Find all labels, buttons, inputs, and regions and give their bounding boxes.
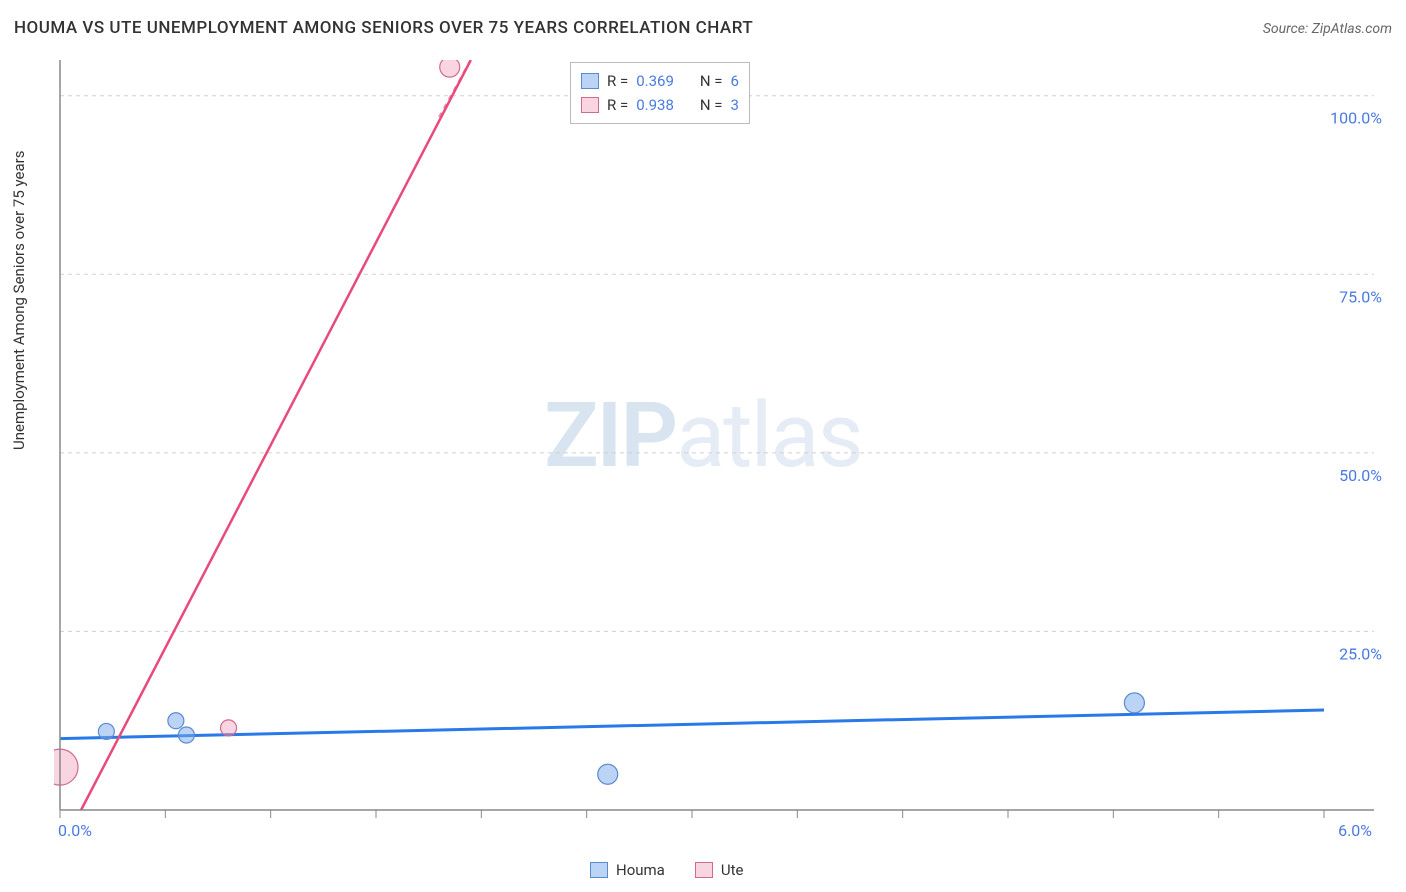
source-name: ZipAtlas.com xyxy=(1312,21,1392,37)
xtick-labels: 0.0% 6.0% xyxy=(58,821,1372,840)
chart-svg: 25.0% 50.0% 75.0% 100.0% 0.0% 6.0% xyxy=(54,60,1384,840)
r-value: 0.938 xyxy=(636,93,674,117)
grid xyxy=(60,96,1374,632)
bubbles xyxy=(54,60,1144,785)
svg-text:6.0%: 6.0% xyxy=(1338,821,1372,840)
n-value: 6 xyxy=(731,69,739,93)
y-axis-label: Unemployment Among Seniors over 75 years xyxy=(10,151,28,450)
r-value: 0.369 xyxy=(636,69,674,93)
source-label: Source: xyxy=(1263,21,1312,37)
header-row: HOUMA VS UTE UNEMPLOYMENT AMONG SENIORS … xyxy=(14,18,1392,38)
axes xyxy=(60,60,1374,818)
svg-text:100.0%: 100.0% xyxy=(1330,109,1382,128)
legend-stats-row-0: R = 0.369 N = 6 xyxy=(581,69,739,93)
svg-text:0.0%: 0.0% xyxy=(58,821,92,840)
series-label: Ute xyxy=(721,858,744,882)
source-credit: Source: ZipAtlas.com xyxy=(1263,21,1392,37)
swatch-pink-icon xyxy=(695,862,713,878)
series-label: Houma xyxy=(616,858,665,882)
ytick-labels: 25.0% 50.0% 75.0% 100.0% xyxy=(1330,109,1382,664)
n-label: N = xyxy=(700,93,723,117)
legend-stats-row-1: R = 0.938 N = 3 xyxy=(581,93,739,117)
n-label: N = xyxy=(700,69,723,93)
swatch-blue-icon xyxy=(590,862,608,878)
chart-plot: 25.0% 50.0% 75.0% 100.0% 0.0% 6.0% xyxy=(54,60,1384,840)
swatch-blue-icon xyxy=(581,73,599,89)
svg-text:25.0%: 25.0% xyxy=(1339,644,1382,663)
legend-stats: R = 0.369 N = 6 R = 0.938 N = 3 xyxy=(570,62,750,124)
r-label: R = xyxy=(607,93,628,117)
legend-series: Houma Ute xyxy=(590,858,743,882)
n-value: 3 xyxy=(731,93,739,117)
swatch-pink-icon xyxy=(581,97,599,113)
chart-title: HOUMA VS UTE UNEMPLOYMENT AMONG SENIORS … xyxy=(14,18,753,38)
legend-series-houma: Houma xyxy=(590,858,665,882)
legend-series-ute: Ute xyxy=(695,858,744,882)
r-label: R = xyxy=(607,69,628,93)
svg-text:75.0%: 75.0% xyxy=(1339,287,1382,306)
svg-text:50.0%: 50.0% xyxy=(1339,466,1382,485)
